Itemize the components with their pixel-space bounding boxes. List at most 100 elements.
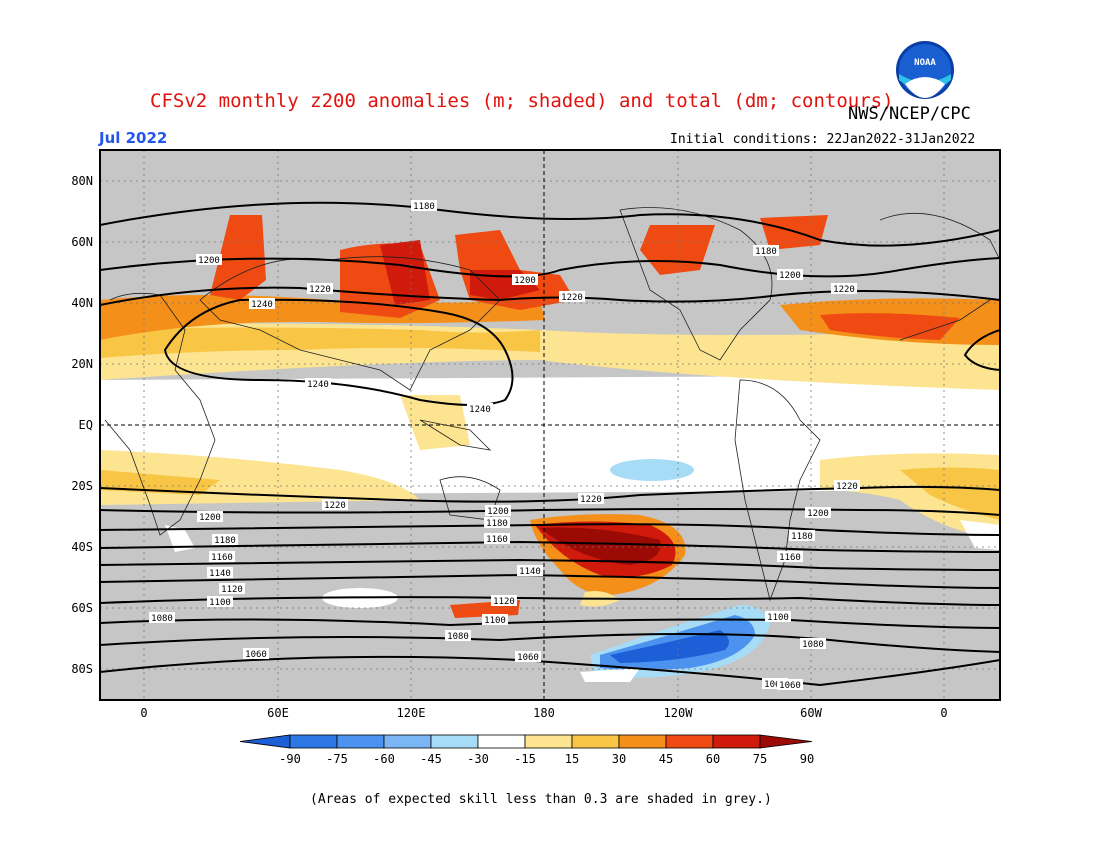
chart-title: CFSv2 monthly z200 anomalies (m; shaded)…	[150, 90, 894, 112]
contour-label-bg	[243, 648, 269, 659]
colorbar-tick-label: -15	[514, 752, 536, 766]
contour-label-bg	[209, 551, 235, 562]
contour-label-bg	[207, 567, 233, 578]
lat-label: EQ	[79, 418, 93, 432]
lat-label: 20S	[71, 479, 93, 493]
contour-label: 1060	[517, 653, 539, 663]
contour-label-bg	[196, 254, 222, 265]
contour-label: 1220	[836, 482, 858, 492]
colorbar-swatch	[383, 734, 432, 749]
colorbar-tick-label: 60	[706, 752, 720, 766]
initial-conditions: Initial conditions: 22Jan2022-31Jan2022	[670, 132, 976, 147]
contour-label: 1200	[199, 513, 221, 523]
contour-label-bg	[834, 480, 860, 491]
contour-label-bg	[219, 583, 245, 594]
contour-label-bg	[515, 651, 541, 662]
contour-label: 1120	[493, 597, 515, 607]
contour-label-bg	[777, 269, 803, 280]
contour-label-bg	[485, 505, 511, 516]
contour-label: 1220	[580, 495, 602, 505]
contour-label: 1160	[486, 535, 508, 545]
contour-label-bg	[491, 595, 517, 606]
lat-label: 20N	[71, 357, 93, 371]
contour-label: 1180	[755, 247, 777, 257]
contour-label: 1180	[486, 519, 508, 529]
contour-label-bg	[482, 614, 508, 625]
contour-label: 1200	[514, 276, 536, 286]
contour-label-bg	[831, 283, 857, 294]
contour-label: 1240	[251, 300, 273, 310]
lon-label: 180	[533, 706, 555, 720]
lon-label: 0	[140, 706, 147, 720]
colorbar-swatch	[524, 734, 573, 749]
lon-label: 120W	[664, 706, 694, 720]
contour-label: 1100	[209, 598, 231, 608]
contour-label-bg	[777, 551, 803, 562]
map-frame	[99, 149, 1001, 701]
contour-label-bg	[765, 611, 791, 622]
lat-label: 40N	[71, 296, 93, 310]
valid-month: Jul 2022	[99, 129, 168, 147]
contour-label: 1080	[447, 632, 469, 642]
contour-label-bg	[753, 245, 779, 256]
contour-label-bg	[467, 403, 493, 414]
contour-label: 1220	[561, 293, 583, 303]
map-area	[100, 150, 1000, 700]
colorbar-tick-label: 75	[753, 752, 767, 766]
lat-label: 60S	[71, 601, 93, 615]
lon-label: 120E	[397, 706, 426, 720]
contour-label-bg	[517, 565, 543, 576]
contour-label-bg	[149, 612, 175, 623]
contour-label-bg	[249, 298, 275, 309]
contour-label-bg	[207, 596, 233, 607]
contour-label: 1200	[779, 271, 801, 281]
contour-label-bg	[559, 291, 585, 302]
colorbar-swatch	[289, 734, 338, 749]
contour-label: 1220	[833, 285, 855, 295]
colorbar-tick-label: -45	[420, 752, 442, 766]
contour-label: 1200	[487, 507, 509, 517]
colorbar-tick-label: -90	[279, 752, 301, 766]
contour-label: 1180	[413, 202, 435, 212]
contour-label: 1180	[214, 536, 236, 546]
contour-label-bg	[800, 638, 826, 649]
contour-label: 1200	[807, 509, 829, 519]
contour-label: 1060	[779, 681, 801, 691]
colorbar-swatch	[571, 734, 620, 749]
contour-label-bg	[411, 200, 437, 211]
colorbar-swatch	[665, 734, 714, 749]
colorbar-tick-label: 15	[565, 752, 579, 766]
contour-label: 1120	[221, 585, 243, 595]
footnote: (Areas of expected skill less than 0.3 a…	[310, 792, 772, 807]
agency-label: NWS/NCEP/CPC	[848, 104, 971, 124]
contour-label-bg	[305, 378, 331, 389]
colorbar-swatch	[618, 734, 667, 749]
contour-label: 1220	[324, 501, 346, 511]
colorbar-swatch	[430, 734, 479, 749]
contour-label-bg	[777, 679, 803, 690]
contour-label: 1080	[802, 640, 824, 650]
contour-label-bg	[197, 511, 223, 522]
colorbar-tick-label: -75	[326, 752, 348, 766]
lat-label: 80N	[71, 174, 93, 188]
contour-label-bg	[212, 534, 238, 545]
contour-label: 1060	[764, 680, 786, 690]
contour-label: 1140	[519, 567, 541, 577]
contour-label-bg	[307, 283, 333, 294]
contour-label-bg	[484, 533, 510, 544]
lon-label: 0	[940, 706, 947, 720]
contour-label-bg	[805, 507, 831, 518]
coastlines	[104, 207, 1000, 602]
colorbar-tick-label: 30	[612, 752, 626, 766]
contour-label: 1100	[767, 613, 789, 623]
contour-label-bg	[484, 517, 510, 528]
colorbar-swatch	[712, 734, 761, 749]
contour-label: 1220	[309, 285, 331, 295]
noaa-logo: NOAA	[896, 41, 954, 99]
colorbar-tick-label: 90	[800, 752, 814, 766]
contour-label: 1060	[245, 650, 267, 660]
colorbar-arrow-high	[759, 734, 813, 749]
contour-label-bg	[445, 630, 471, 641]
